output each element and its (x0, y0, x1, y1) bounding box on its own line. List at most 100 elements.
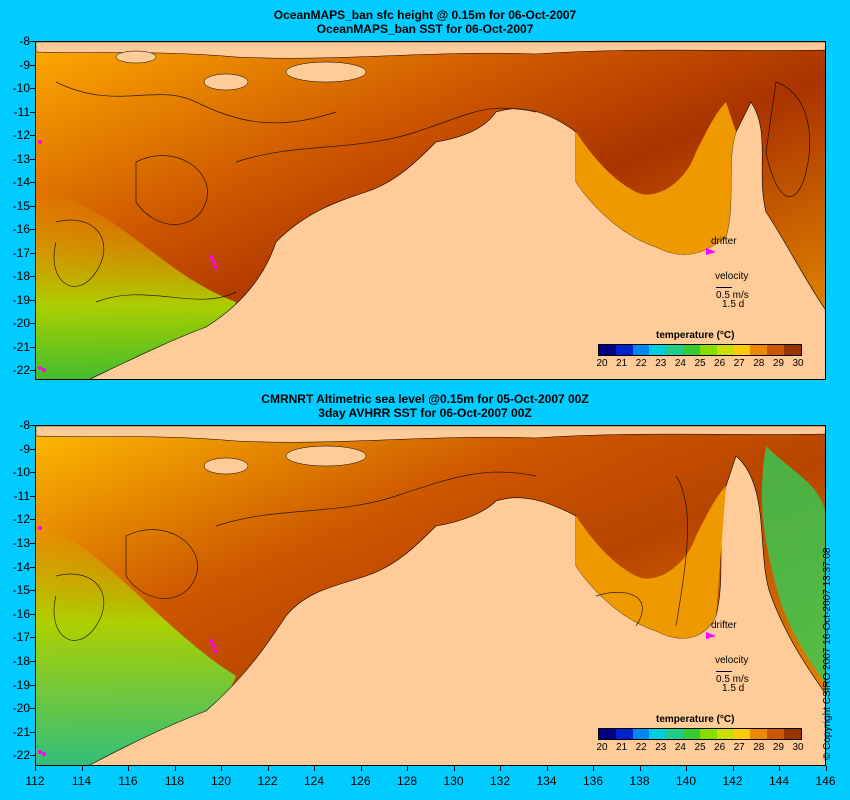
colorbar-swatch (699, 345, 717, 355)
xtick (546, 766, 548, 771)
panel1-ytick (30, 276, 35, 277)
colorbar-swatch (632, 345, 650, 355)
xtick (360, 766, 362, 771)
panel2-ytick-label: -19 (12, 677, 30, 692)
colorbar-label: 28 (753, 742, 765, 753)
panel1-ytick (30, 370, 35, 371)
xtick (314, 766, 315, 771)
xtick-label: 142 (722, 774, 743, 788)
panel1-ytick (30, 111, 35, 113)
panel1-ytick (30, 346, 35, 348)
xtick (128, 766, 129, 771)
colorbar-swatch (784, 729, 801, 739)
panel2-ytick (30, 637, 35, 639)
colorbar-label: 27 (733, 358, 745, 369)
colorbar-label: 25 (694, 358, 706, 369)
xtick-label: 118 (164, 774, 185, 788)
xtick (267, 766, 269, 771)
legend-title-1: temperature (°C) (656, 330, 735, 341)
panel2-ytick (30, 519, 35, 521)
panel1-ytick-label: -21 (12, 339, 30, 354)
colorbar-swatch (733, 729, 751, 739)
colorbar-label: 26 (714, 742, 726, 753)
map-panel-observed (35, 425, 826, 766)
colorbar-label: 21 (616, 742, 628, 753)
speed-label-1: 0.5 m/s (716, 290, 749, 301)
colorbar-label: 20 (596, 742, 608, 753)
colorbar-label: 24 (674, 742, 686, 753)
colorbar-label: 30 (792, 358, 804, 369)
colorbar-label: 29 (772, 358, 784, 369)
duration-label-2: 1.5 d (722, 683, 745, 694)
colorbar-swatch (767, 345, 785, 355)
colorbar-swatch (699, 729, 717, 739)
xtick (81, 766, 83, 771)
panel2-ytick-label: -22 (12, 748, 30, 763)
panel2-ytick-label: -15 (12, 583, 30, 598)
xtick (779, 766, 780, 771)
xtick-label: 124 (303, 774, 325, 788)
panel1-ytick-label: -17 (12, 245, 30, 260)
panel1-ytick (30, 205, 35, 207)
panel1-ytick-label: -14 (12, 175, 30, 189)
panel2-ytick-label: -17 (12, 630, 30, 645)
panel1-ytick (30, 299, 35, 301)
panel2-ytick (30, 684, 35, 686)
panel1-ytick (30, 323, 35, 324)
xtick-label: 126 (350, 774, 371, 788)
drifter-label-1: drifter (711, 236, 737, 247)
xtick-label: 128 (396, 774, 418, 788)
xtick-label: 116 (118, 774, 138, 788)
panel1-ytick-label: -18 (12, 269, 30, 283)
xtick-label: 120 (210, 774, 232, 788)
colorbar-label: 24 (674, 358, 686, 369)
panel1-ytick-label: -12 (12, 128, 30, 142)
xtick-label: 136 (582, 774, 604, 788)
colorbar-swatch (666, 345, 684, 355)
xtick-label: 140 (675, 774, 697, 788)
colorbar-swatch (615, 729, 633, 739)
panel2-ytick (30, 661, 35, 662)
panel1-ytick (30, 182, 35, 183)
xtick-label: 130 (443, 774, 464, 788)
colorbar-swatch (649, 345, 667, 355)
xtick (35, 766, 36, 771)
panel1-ytick (30, 229, 35, 230)
colorbar-1 (598, 344, 802, 356)
colorbar-label: 23 (655, 358, 667, 369)
panel2-ytick (30, 448, 35, 450)
xtick-label: 134 (536, 774, 557, 788)
xtick-label: 114 (71, 774, 92, 788)
xtick (221, 766, 222, 771)
speed-label-2: 0.5 m/s (716, 674, 749, 685)
xtick-label: 146 (815, 774, 836, 788)
panel2-ytick-label: -9 (19, 441, 30, 456)
colorbar-label: 22 (635, 358, 647, 369)
panel1-ytick-label: -9 (19, 57, 30, 72)
colorbar-swatch (666, 729, 684, 739)
colorbar-label: 28 (753, 358, 765, 369)
panel2-ytick-label: -18 (12, 654, 30, 668)
colorbar-swatch (632, 729, 650, 739)
panel1-ytick-label: -8 (19, 34, 30, 48)
panel2-ytick (30, 425, 35, 426)
xtick-label: 138 (629, 774, 650, 788)
panel2-ytick-label: -14 (12, 559, 30, 574)
velocity-arrow-2 (716, 671, 732, 672)
colorbar-label: 29 (772, 742, 784, 753)
sst-map-observed (36, 426, 825, 765)
colorbar-swatch (750, 729, 768, 739)
panel1-title-line1: OceanMAPS_ban sfc height @ 0.15m for 06-… (273, 8, 577, 22)
xtick (593, 766, 594, 771)
colorbar-label: 27 (733, 742, 745, 753)
colorbar-label: 30 (792, 742, 804, 753)
xtick-label: 132 (489, 774, 511, 788)
xtick (732, 766, 734, 771)
panel2-ytick-label: -13 (12, 536, 30, 550)
panel2-title-line2: 3day AVHRR SST for 06-Oct-2007 00Z (318, 406, 532, 420)
colorbar-label: 21 (616, 358, 628, 369)
colorbar-swatch (683, 729, 700, 739)
panel1-ytick-label: -11 (13, 104, 30, 119)
xtick (500, 766, 501, 771)
colorbar-swatch (649, 729, 667, 739)
